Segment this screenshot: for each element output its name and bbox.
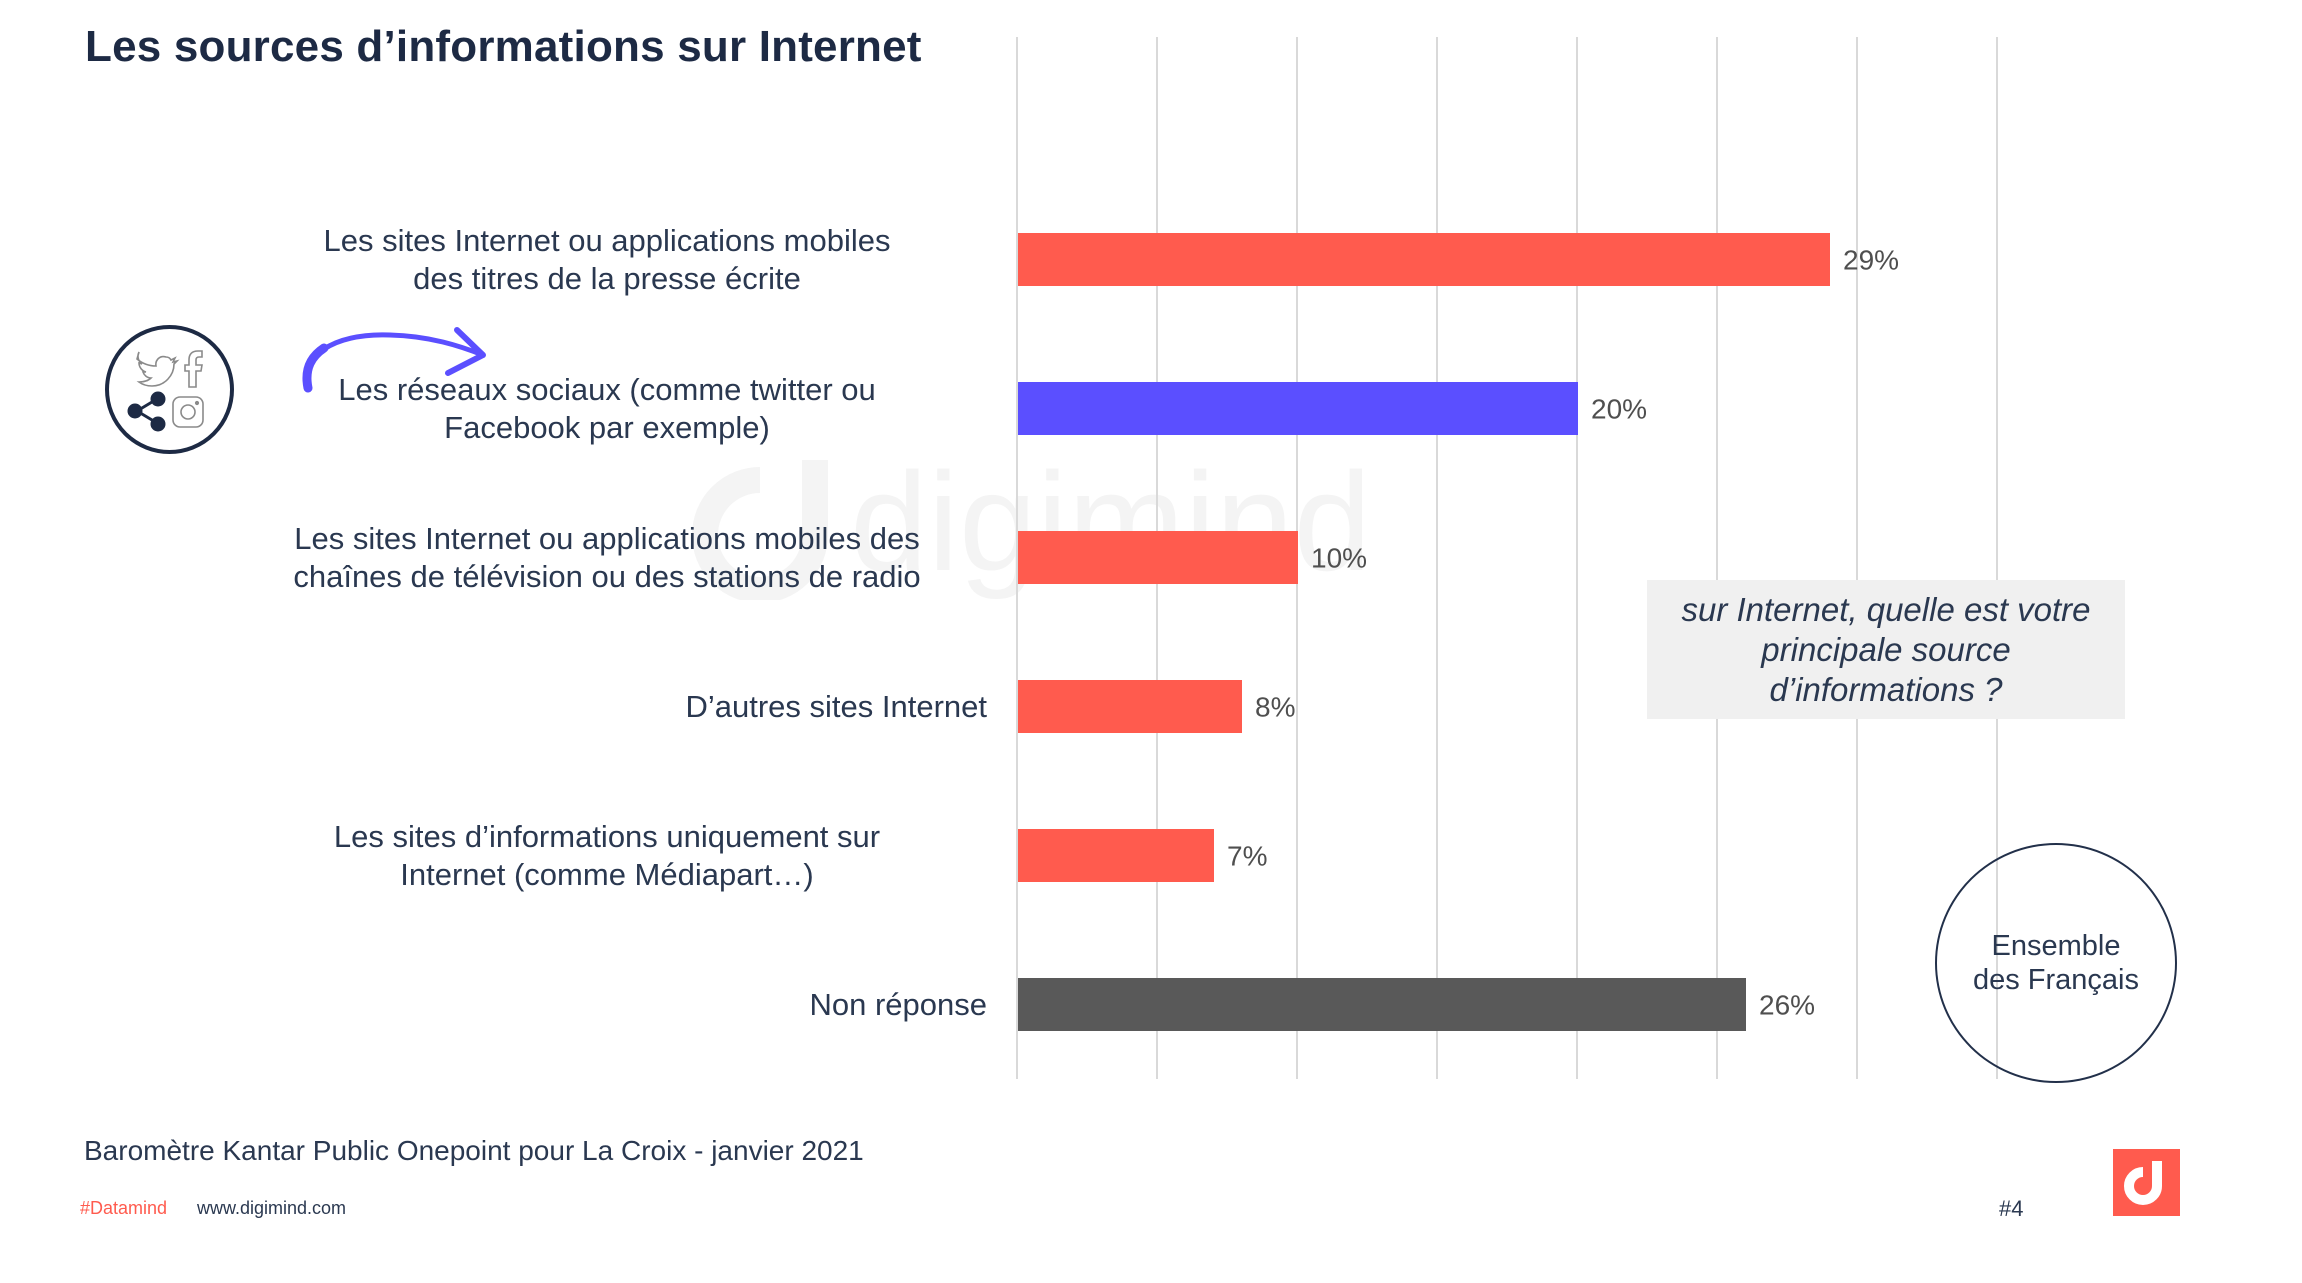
question-box: sur Internet, quelle est votre principal…: [1647, 580, 2125, 719]
source-note: Baromètre Kantar Public Onepoint pour La…: [84, 1135, 864, 1166]
question-text: sur Internet, quelle est votre principal…: [1681, 590, 2091, 708]
bars: [1018, 233, 1830, 1031]
category-label-line: Les réseaux sociaux (comme twitter ou: [338, 371, 876, 407]
value-label: 26%: [1759, 990, 1815, 1021]
value-label: 7%: [1227, 841, 1267, 872]
bar: [1018, 233, 1830, 286]
category-label-line: des titres de la presse écrite: [413, 260, 801, 296]
category-label: D’autres sites Internet: [227, 688, 987, 726]
category-label: Non réponse: [227, 986, 987, 1024]
facebook-icon: [184, 350, 203, 388]
watermark-logo-icon: [692, 460, 828, 600]
website-link[interactable]: www.digimind.com: [197, 1198, 347, 1218]
twitter-icon: [136, 351, 180, 387]
value-label: 20%: [1591, 394, 1647, 425]
category-label-line: D’autres sites Internet: [685, 688, 987, 724]
category-label: Les réseaux sociaux (comme twitter ou Fac…: [227, 371, 987, 447]
category-label-line: Les sites Internet ou applications mobil…: [323, 222, 891, 258]
category-label: Les sites Internet ou applications mobil…: [227, 222, 987, 298]
category-label-line: Les sites Internet ou applications mobil…: [294, 520, 920, 556]
social-media-badge: [105, 325, 234, 454]
population-badge-text: Ensemble des Français: [1972, 930, 2139, 996]
category-label: Les sites Internet ou applications mobil…: [227, 520, 987, 596]
value-labels: 29% 20% 10% 8% 7% 26%: [1227, 245, 1899, 1021]
hashtag-link[interactable]: #Datamind: [80, 1198, 168, 1218]
page-number: #4: [1999, 1196, 2024, 1221]
category-label-line: chaînes de télévision ou des stations de…: [293, 558, 921, 594]
population-badge: Ensemble des Français: [1935, 843, 2177, 1083]
category-label-line: Non réponse: [809, 986, 987, 1022]
value-label: 29%: [1843, 245, 1899, 276]
bar: [1018, 382, 1578, 435]
bar: [1018, 829, 1214, 882]
digimind-logo: [2113, 1149, 2180, 1216]
bar: [1018, 978, 1746, 1031]
value-label: 8%: [1255, 692, 1295, 723]
category-label: Les sites d’informations uniquement sur I…: [227, 818, 987, 894]
instagram-icon: [172, 396, 204, 428]
bar: [1018, 680, 1242, 733]
category-label-line: Internet (comme Médiapart…): [400, 856, 814, 892]
bar: [1018, 531, 1298, 584]
category-label-line: Les sites d’informations uniquement sur: [333, 818, 881, 854]
curved-arrow-icon: [302, 327, 486, 393]
share-icon: [127, 391, 166, 432]
category-label-line: Facebook par exemple): [444, 409, 770, 445]
page-title: Les sources d’informations sur Internet: [85, 22, 922, 71]
digimind-logo-icon: [2124, 1161, 2162, 1205]
value-label: 10%: [1311, 543, 1367, 574]
